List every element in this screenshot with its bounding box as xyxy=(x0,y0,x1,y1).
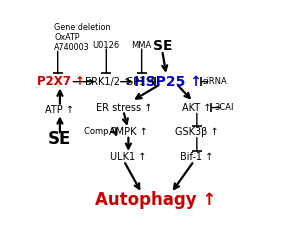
Text: P2X7 ↑: P2X7 ↑ xyxy=(37,75,85,88)
Text: HSP25 ↑: HSP25 ↑ xyxy=(134,75,202,89)
Text: SP1 ↑: SP1 ↑ xyxy=(127,77,156,87)
Text: Bif-1 ↑: Bif-1 ↑ xyxy=(180,152,213,162)
Text: ER stress ↑: ER stress ↑ xyxy=(96,103,152,113)
Text: ERK1/2 ↑: ERK1/2 ↑ xyxy=(86,77,132,87)
Text: siRNA: siRNA xyxy=(202,77,227,86)
Text: AMPK ↑: AMPK ↑ xyxy=(109,127,148,137)
Text: GSK3β ↑: GSK3β ↑ xyxy=(175,127,219,137)
Text: Comp C: Comp C xyxy=(84,127,117,136)
Text: U0126: U0126 xyxy=(93,41,120,50)
Text: AKT ↑: AKT ↑ xyxy=(182,103,211,113)
Text: Autophagy ↑: Autophagy ↑ xyxy=(95,190,217,209)
Text: SE: SE xyxy=(153,39,172,53)
Text: SE: SE xyxy=(48,130,72,148)
Text: ATP ↑: ATP ↑ xyxy=(45,105,74,115)
Text: Gene deletion
OxATP
A740003: Gene deletion OxATP A740003 xyxy=(54,23,111,53)
Text: MMA: MMA xyxy=(131,41,152,50)
Text: 3CAI: 3CAI xyxy=(215,103,234,112)
Text: ULK1 ↑: ULK1 ↑ xyxy=(110,152,146,162)
